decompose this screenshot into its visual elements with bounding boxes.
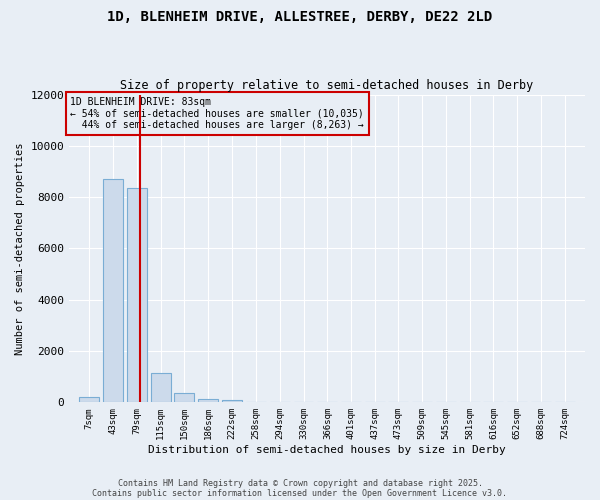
Bar [198, 399, 218, 402]
Text: Contains HM Land Registry data © Crown copyright and database right 2025.: Contains HM Land Registry data © Crown c… [118, 478, 482, 488]
Bar [222, 400, 242, 402]
Title: Size of property relative to semi-detached houses in Derby: Size of property relative to semi-detach… [121, 79, 534, 92]
Y-axis label: Number of semi-detached properties: Number of semi-detached properties [15, 142, 25, 354]
Text: Contains public sector information licensed under the Open Government Licence v3: Contains public sector information licen… [92, 488, 508, 498]
Bar [103, 179, 123, 402]
Text: 1D, BLENHEIM DRIVE, ALLESTREE, DERBY, DE22 2LD: 1D, BLENHEIM DRIVE, ALLESTREE, DERBY, DE… [107, 10, 493, 24]
Bar [151, 373, 171, 402]
Bar [127, 188, 147, 402]
Bar [79, 397, 99, 402]
Text: 1D BLENHEIM DRIVE: 83sqm
← 54% of semi-detached houses are smaller (10,035)
  44: 1D BLENHEIM DRIVE: 83sqm ← 54% of semi-d… [70, 97, 364, 130]
X-axis label: Distribution of semi-detached houses by size in Derby: Distribution of semi-detached houses by … [148, 445, 506, 455]
Bar [174, 394, 194, 402]
